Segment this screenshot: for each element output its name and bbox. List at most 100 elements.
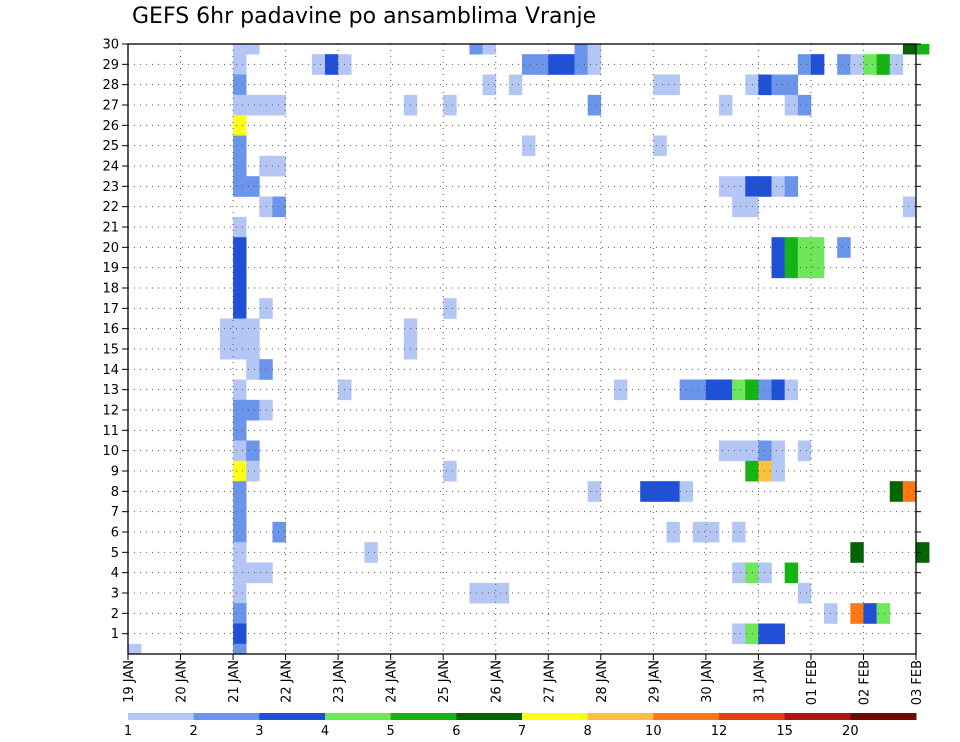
heatmap-cell <box>837 237 851 258</box>
heatmap-cell <box>758 74 772 96</box>
heatmap-cell <box>745 460 759 482</box>
heatmap-cell <box>246 440 260 462</box>
y-tick-label: 26 <box>102 119 119 134</box>
heatmap-cell <box>797 54 812 75</box>
heatmap-cell <box>850 542 864 563</box>
heatmap-cell <box>653 74 667 96</box>
y-tick-label: 22 <box>102 200 119 215</box>
heatmap-cell <box>863 54 877 75</box>
heatmap-cell <box>233 399 247 421</box>
heatmap-cell <box>771 257 785 279</box>
colorbar-swatch <box>259 713 326 720</box>
heatmap-cell <box>732 176 746 197</box>
heatmap-cell <box>771 440 785 462</box>
heatmap-cell <box>719 94 733 116</box>
heatmap-cell <box>771 237 785 258</box>
heatmap-cell <box>745 440 759 462</box>
heatmap-cell <box>916 44 930 55</box>
heatmap-cell <box>902 481 917 502</box>
heatmap-cell <box>272 94 286 116</box>
heatmap-cell <box>272 155 286 177</box>
heatmap-cell <box>508 74 523 96</box>
x-tick-label: 26 JAN <box>490 660 505 703</box>
heatmap-cell <box>233 643 247 655</box>
y-tick-label: 9 <box>111 465 119 480</box>
y-tick-label: 27 <box>102 99 119 114</box>
heatmap-cell <box>784 379 799 401</box>
colorbar-swatch <box>325 713 392 720</box>
heatmap-cell <box>233 521 247 543</box>
heatmap-cell <box>233 74 247 96</box>
heatmap-cell <box>233 460 247 482</box>
heatmap-cell <box>233 318 247 340</box>
x-tick-label: 25 JAN <box>437 660 452 703</box>
colorbar-swatch <box>587 713 654 720</box>
heatmap-cell <box>719 379 733 401</box>
heatmap-cell <box>233 94 247 116</box>
heatmap-cell <box>246 399 260 421</box>
heatmap-cell <box>797 582 812 604</box>
colorbar-label: 20 <box>842 724 859 739</box>
heatmap-cell <box>745 623 759 645</box>
y-tick-label: 29 <box>102 58 119 73</box>
colorbar-swatch <box>653 713 720 720</box>
heatmap-cell <box>233 338 247 360</box>
heatmap-cell <box>745 196 759 218</box>
x-tick-label: 24 JAN <box>385 660 400 703</box>
y-tick-label: 7 <box>111 505 119 520</box>
y-tick-label: 25 <box>102 139 119 154</box>
heatmap-cell <box>233 277 247 299</box>
heatmap-cell <box>587 44 602 55</box>
colorbar: 1 2 3 4 5 6 7 8 10 12 15 20 <box>124 713 917 739</box>
heatmap-cell <box>364 542 378 563</box>
y-tick-label: 30 <box>102 38 119 53</box>
y-tick-label: 16 <box>102 322 119 337</box>
x-tick-label: 02 FEB <box>857 660 872 705</box>
heatmap-cell <box>837 54 851 75</box>
heatmap-cell <box>246 460 260 482</box>
heatmap-cell <box>246 338 260 360</box>
heatmap-cell <box>233 562 247 584</box>
x-tick-label: 21 JAN <box>227 660 242 703</box>
heatmap-cell <box>233 440 247 462</box>
heatmap-cell <box>810 237 825 258</box>
heatmap-cell <box>758 379 772 401</box>
heatmap-cell <box>771 623 785 645</box>
colorbar-label: 6 <box>452 724 460 739</box>
heatmap-cell <box>719 440 733 462</box>
heatmap-cell <box>732 521 746 543</box>
y-tick-label: 1 <box>111 627 119 642</box>
heatmap-cell <box>758 440 772 462</box>
heatmap-cell <box>784 562 799 584</box>
y-tick-label: 11 <box>102 424 119 439</box>
y-ticks: 1234567891011121314151617181920212223242… <box>102 38 921 642</box>
heatmap-cell <box>246 176 260 197</box>
y-tick-label: 14 <box>102 363 119 378</box>
x-tick-label: 30 JAN <box>700 660 715 703</box>
y-tick-label: 28 <box>102 78 119 93</box>
heatmap-cell <box>732 562 746 584</box>
y-tick-label: 2 <box>111 607 119 622</box>
y-tick-label: 10 <box>102 444 119 459</box>
heatmap-cell <box>784 237 799 258</box>
heatmap-cell <box>233 115 247 136</box>
heatmap-cell <box>797 440 812 462</box>
colorbar-label: 5 <box>387 724 395 739</box>
colorbar-label: 2 <box>190 724 198 739</box>
cells-layer <box>128 44 930 655</box>
colorbar-swatch <box>522 713 589 720</box>
heatmap-cell <box>535 54 549 75</box>
heatmap-cell <box>233 176 247 197</box>
heatmap-cell <box>876 603 891 624</box>
heatmap-cell <box>246 359 260 380</box>
heatmap-cell <box>732 379 746 401</box>
heatmap-cell <box>797 237 812 258</box>
colorbar-swatch <box>390 713 457 720</box>
y-tick-label: 20 <box>102 241 119 256</box>
colorbar-label: 3 <box>255 724 263 739</box>
colorbar-label: 4 <box>321 724 329 739</box>
heatmap-cell <box>758 623 772 645</box>
heatmap-cell <box>666 74 680 96</box>
y-tick-label: 17 <box>102 302 119 317</box>
heatmap-cell <box>246 94 260 116</box>
